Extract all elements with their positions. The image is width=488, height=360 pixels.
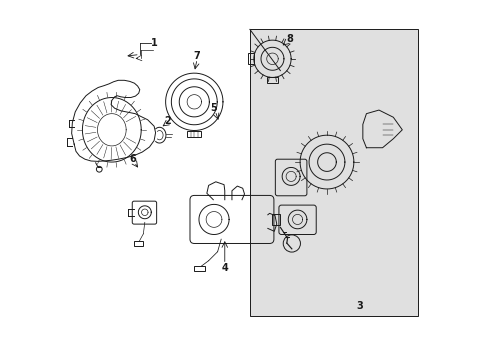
Text: 4: 4 xyxy=(221,263,228,273)
Bar xyxy=(134,241,142,246)
Text: 7: 7 xyxy=(193,51,200,61)
Text: 3: 3 xyxy=(355,301,362,311)
Bar xyxy=(249,30,418,316)
Bar xyxy=(266,77,278,83)
Bar xyxy=(194,266,204,271)
Bar xyxy=(271,214,280,225)
Text: 6: 6 xyxy=(129,154,136,164)
Text: 2: 2 xyxy=(163,116,170,126)
Text: 5: 5 xyxy=(210,103,217,113)
Bar xyxy=(247,53,253,64)
Text: 1: 1 xyxy=(150,38,157,48)
Bar xyxy=(187,131,201,137)
Text: 8: 8 xyxy=(285,35,292,44)
